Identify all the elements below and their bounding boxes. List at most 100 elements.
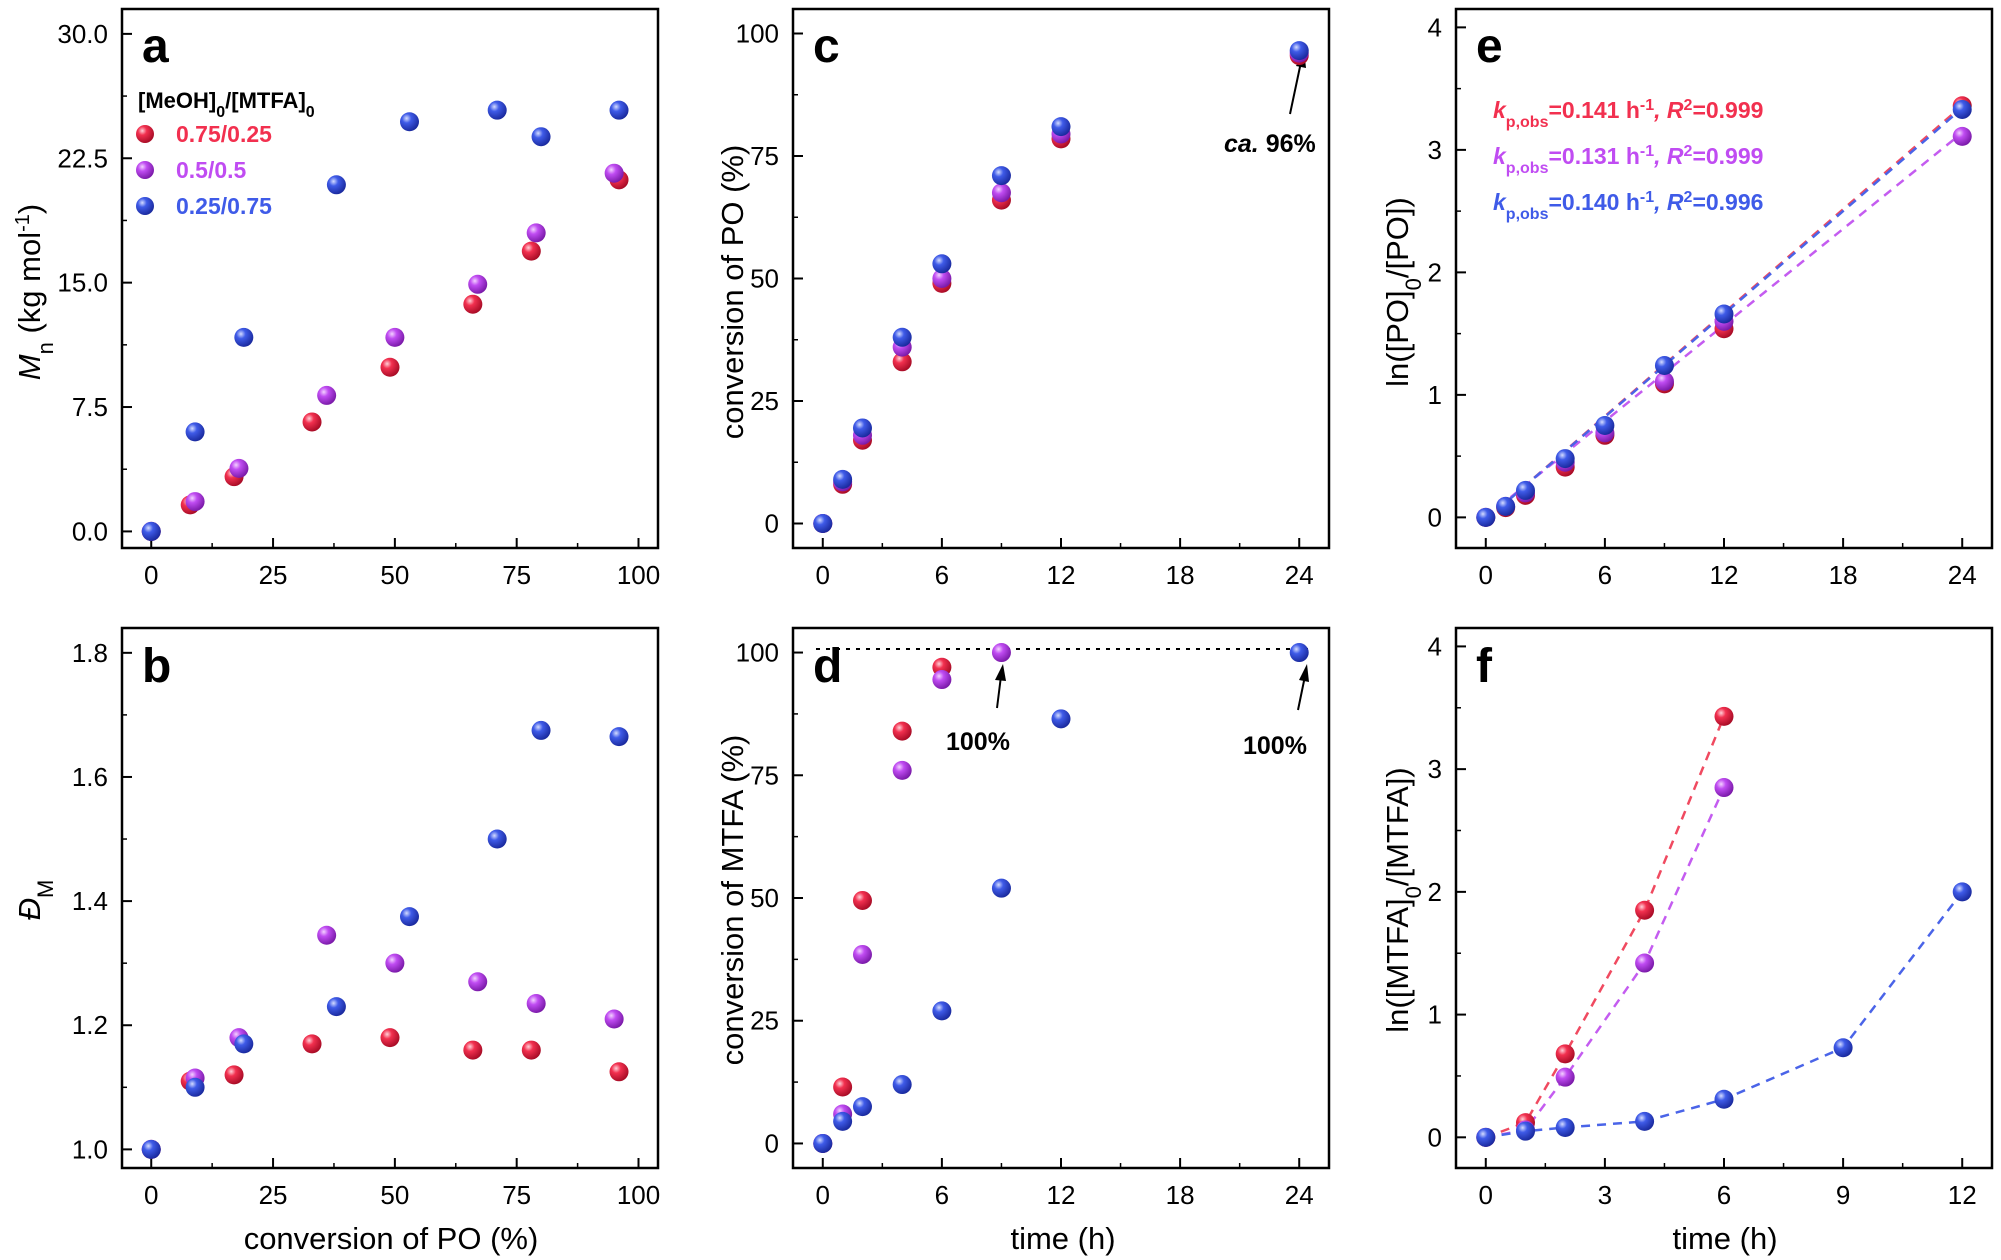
- panel-e-ln-po-vs-time: ln([PO]0/[PO]) e kp,obs=0.141 h-1, R2=0.…: [1380, 7, 1994, 590]
- point-c-2-5: [991, 166, 1011, 186]
- panel-letter-c: c: [813, 20, 840, 73]
- svg-text:0.25/0.75: 0.25/0.75: [176, 193, 272, 219]
- y-tick-label-e-2: 2: [1428, 257, 1442, 287]
- x-tick-label-f-1: 3: [1598, 1180, 1612, 1210]
- point-e-2-5: [1654, 355, 1674, 375]
- point-d-2-0: [813, 1133, 833, 1153]
- x-tick-label-f-3: 9: [1836, 1180, 1850, 1210]
- point-b-2-4: [399, 907, 419, 927]
- point-d-1-5: [991, 643, 1011, 663]
- y-tick-label-b-4: 1.8: [72, 638, 108, 668]
- kp-label-2: kp,obs=0.140 h-1, R2=0.996: [1493, 189, 1763, 223]
- svg-text:ca. 96%: ca. 96%: [1224, 130, 1316, 158]
- panel-a-mn-vs-conversion: Mn (kg mol-1) a [MeOH]0/[MTFA]0 0.75/0.2…: [12, 7, 660, 590]
- svg-text:100%: 100%: [946, 728, 1010, 756]
- point-f-2-6: [1952, 882, 1972, 902]
- y-tick-label-c-1: 25: [750, 386, 779, 416]
- y-tick-label-a-0: 0.0: [72, 516, 108, 546]
- point-b-2-2: [234, 1034, 254, 1054]
- point-f-1-3: [1635, 953, 1655, 973]
- annotation-100-a: 100%: [946, 664, 1010, 756]
- y-tick-label-f-3: 3: [1428, 754, 1442, 784]
- point-a-0-3: [302, 412, 322, 432]
- panel-e-ylabel: ln([PO]0/[PO]): [1380, 197, 1426, 387]
- point-a-2-1: [185, 422, 205, 442]
- y-tick-label-e-0: 0: [1428, 502, 1442, 532]
- y-tick-label-a-2: 15.0: [57, 268, 108, 298]
- x-tick-label-d-3: 18: [1166, 1180, 1195, 1210]
- point-f-0-3: [1635, 900, 1655, 920]
- point-e-2-2: [1515, 480, 1535, 500]
- y-tick-label-d-4: 100: [736, 638, 779, 668]
- panel-b-dispersity-vs-conversion: ĐM b conversion of PO (%) 0 25 50 75 100 1.0 1…: [12, 626, 660, 1256]
- x-tick-label-c-3: 18: [1166, 560, 1195, 590]
- x-tick-label-e-0: 0: [1479, 560, 1493, 590]
- y-tick-label-c-4: 100: [736, 19, 779, 49]
- y-tick-label-e-1: 1: [1428, 380, 1442, 410]
- x-tick-label-d-2: 12: [1047, 1180, 1076, 1210]
- point-d-2-2: [852, 1097, 872, 1117]
- point-d-2-6: [1051, 709, 1071, 729]
- point-d-0-2: [852, 890, 872, 910]
- point-d-2-3: [892, 1075, 912, 1095]
- legend-entry-1: 0.5/0.5: [136, 157, 247, 183]
- point-a-2-7: [609, 100, 629, 120]
- point-c-2-4: [932, 254, 952, 274]
- panel-c-po-conversion-vs-time: conversion of PO (%) c ca. 96% 0 6 12 18 24 0…: [715, 7, 1331, 590]
- x-tick-label-e-3: 18: [1829, 560, 1858, 590]
- y-tick-label-e-4: 4: [1428, 12, 1442, 42]
- panel-letter-b: b: [142, 640, 171, 693]
- point-c-1-5: [991, 183, 1011, 203]
- point-c-2-3: [892, 327, 912, 347]
- point-a-2-4: [399, 112, 419, 132]
- svg-text:0.75/0.25: 0.75/0.25: [176, 121, 272, 147]
- point-e-2-4: [1595, 416, 1615, 435]
- y-tick-label-e-3: 3: [1428, 135, 1442, 165]
- point-d-2-5: [991, 878, 1011, 898]
- point-b-0-6: [521, 1040, 541, 1060]
- plot-frame-d: [791, 626, 1331, 1170]
- point-a-2-5: [487, 100, 507, 120]
- point-f-2-1: [1515, 1121, 1535, 1141]
- x-tick-label-b-4: 100: [617, 1180, 660, 1210]
- x-tick-label-a-0: 0: [144, 560, 158, 590]
- panel-d-xlabel: time (h): [1010, 1221, 1115, 1256]
- point-b-1-7: [604, 1009, 624, 1029]
- point-f-0-4: [1714, 706, 1734, 726]
- x-tick-label-f-0: 0: [1479, 1180, 1493, 1210]
- y-tick-label-f-4: 4: [1428, 631, 1442, 661]
- point-f-2-2: [1555, 1118, 1575, 1137]
- y-tick-label-d-0: 0: [765, 1128, 779, 1158]
- legend-title: [MeOH]0/[MTFA]0: [138, 88, 315, 121]
- y-tick-label-d-3: 75: [750, 760, 779, 790]
- point-d-2-4: [932, 1001, 952, 1021]
- point-b-2-6: [531, 720, 551, 740]
- panel-b-xlabel: conversion of PO (%): [244, 1221, 539, 1256]
- plot-frame-b: [120, 626, 660, 1170]
- panel-d-mtfa-conversion-vs-time: conversion of MTFA (%) d time (h) 100% 1…: [715, 626, 1331, 1256]
- y-tick-label-a-1: 7.5: [72, 392, 108, 422]
- x-tick-label-b-1: 25: [259, 1180, 288, 1210]
- x-tick-label-b-2: 50: [380, 1180, 409, 1210]
- panel-f-ln-mtfa-vs-time: ln([MTFA]0/[MTFA]) f time (h) 0 3 6 9 120123…: [1380, 626, 1994, 1256]
- x-tick-label-e-4: 24: [1948, 560, 1977, 590]
- point-b-2-3: [326, 997, 346, 1017]
- y-tick-label-c-2: 50: [750, 264, 779, 294]
- point-c-2-0: [813, 514, 833, 533]
- panel-c-ylabel: conversion of PO (%): [715, 145, 750, 440]
- trend-line-f-0: [1485, 715, 1726, 1139]
- point-b-0-3: [302, 1034, 322, 1054]
- point-d-2-7: [1289, 643, 1309, 663]
- point-c-2-6: [1051, 117, 1071, 137]
- x-tick-label-d-0: 0: [816, 1180, 830, 1210]
- point-d-1-2: [852, 944, 872, 964]
- annotation-100-b: 100%: [1243, 664, 1309, 760]
- x-tick-label-a-3: 75: [502, 560, 531, 590]
- point-f-2-4: [1714, 1089, 1734, 1109]
- y-tick-label-f-2: 2: [1428, 877, 1442, 907]
- point-c-2-7: [1289, 41, 1309, 61]
- y-tick-label-b-0: 1.0: [72, 1134, 108, 1164]
- point-e-1-5: [1654, 371, 1674, 391]
- point-a-0-5: [463, 294, 483, 314]
